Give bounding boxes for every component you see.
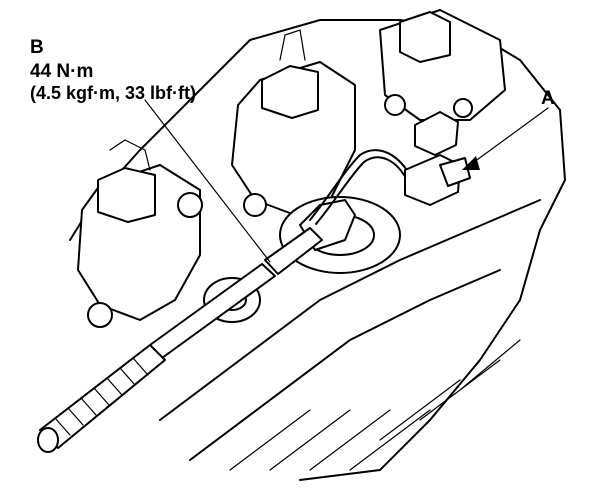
leader-line-a xyxy=(469,107,549,166)
spark-plug-well xyxy=(279,196,401,274)
ignition-coil-front xyxy=(77,139,203,328)
arrowhead-a xyxy=(462,156,480,170)
wrench-handle xyxy=(37,344,166,453)
callout-b-torque-metric: 44 N·m xyxy=(30,61,94,82)
ignition-coil-rear xyxy=(379,9,506,121)
ignition-coil-middle xyxy=(231,29,356,217)
leader-line-b xyxy=(144,99,271,263)
callout-a-letter: A xyxy=(541,88,555,109)
callout-b-letter: B xyxy=(30,37,44,58)
engine-block xyxy=(69,19,566,481)
callout-b-torque-imperial: (4.5 kgf·m, 33 lbf·ft) xyxy=(30,83,197,103)
sensor-connector xyxy=(439,157,471,187)
wiring-harness xyxy=(309,111,461,225)
